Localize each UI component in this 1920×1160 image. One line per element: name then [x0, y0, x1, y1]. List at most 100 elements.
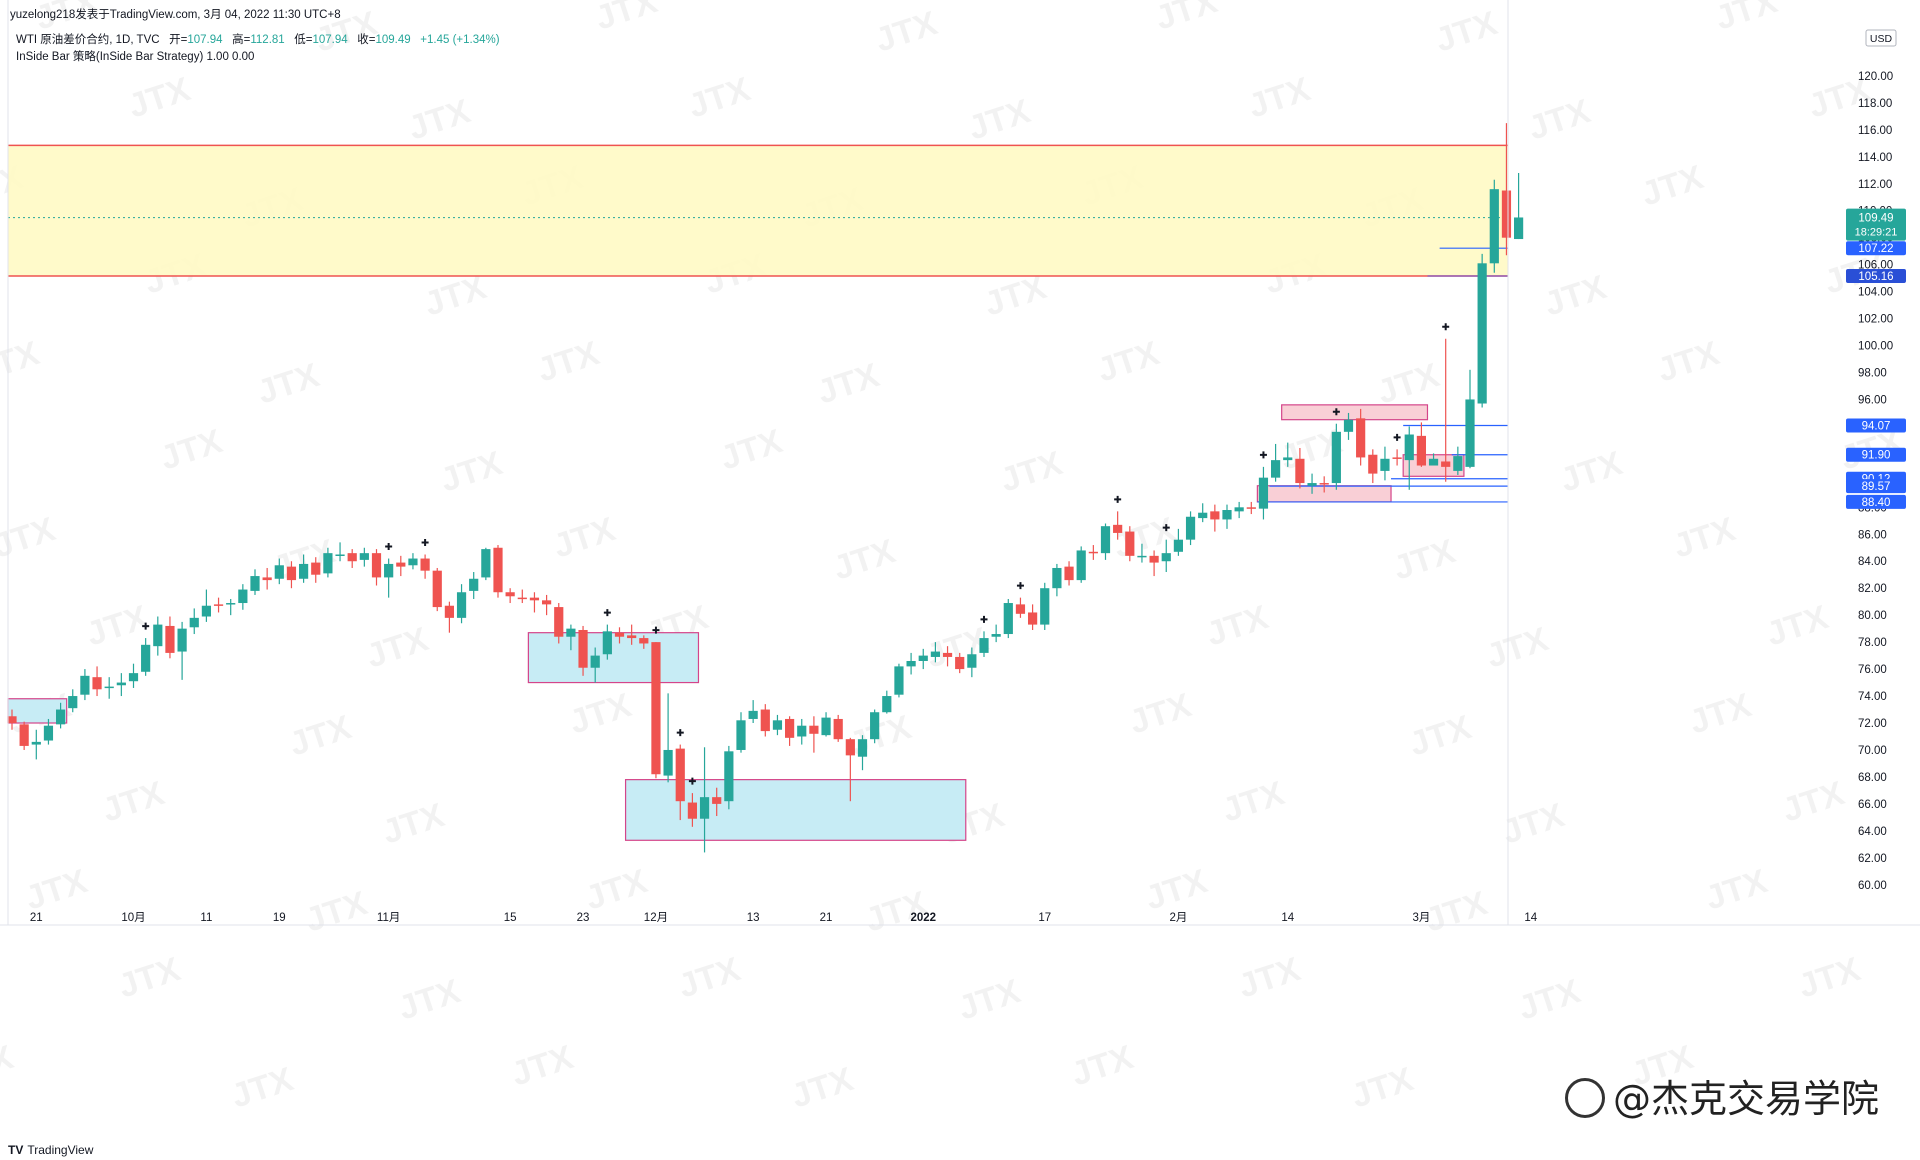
candle-down [19, 724, 29, 746]
watermark-text: JTX [1141, 862, 1212, 918]
watermark-text: JTX [581, 862, 652, 918]
candle-down [444, 605, 454, 618]
watermark-text: JTX [227, 1060, 298, 1116]
candle-up [772, 720, 783, 730]
watermark-text: JTX [1431, 4, 1502, 60]
candle-up [116, 682, 126, 686]
watermark-text: JTX [591, 0, 662, 38]
x-tick-label: 15 [504, 912, 517, 924]
candle-down [1295, 458, 1305, 484]
watermark-text: JTX [253, 356, 324, 412]
candle-up [906, 660, 916, 667]
x-tick-label: 11月 [377, 912, 400, 924]
candle-down [213, 604, 224, 606]
candle-down [1501, 190, 1512, 238]
candle-up [1477, 263, 1487, 404]
candle-down [1088, 551, 1098, 554]
high-value: 112.81 [250, 34, 285, 46]
inside-bar-marker [980, 615, 988, 623]
candle-down [347, 553, 357, 562]
inside-bar-marker [1393, 433, 1401, 441]
candle-down [578, 629, 588, 668]
y-tick-label: 104.00 [1858, 287, 1893, 299]
currency-label: USD [1870, 33, 1893, 45]
candle-up [456, 592, 467, 618]
watermark-text: JTX [21, 862, 92, 918]
candle-up [359, 553, 369, 560]
candle-up [930, 651, 940, 657]
candle-up [1343, 419, 1354, 432]
candle-down [651, 642, 661, 775]
candle-down [92, 677, 102, 690]
blue-inside-bar-zone [527, 632, 700, 684]
candle-down [614, 632, 625, 637]
symbol-label[interactable]: WTI 原油差价合约, 1D, TVC [16, 34, 160, 46]
candle-up [1040, 588, 1050, 625]
watermark-text: JTX [829, 532, 900, 588]
level-price-label-text: 89.57 [1862, 481, 1891, 493]
candle-down [1125, 531, 1135, 556]
candle-down [1356, 418, 1366, 458]
candle-up [1234, 507, 1244, 512]
candle-down [505, 592, 515, 597]
y-tick-label: 102.00 [1858, 314, 1893, 326]
candle-up [1514, 217, 1524, 240]
candle-up [894, 666, 904, 695]
y-tick-label: 70.00 [1858, 745, 1887, 757]
watermark-text: JTX [1711, 0, 1782, 38]
candle-down [7, 716, 17, 724]
candle-up [918, 655, 928, 661]
x-tick-label: 23 [577, 912, 590, 924]
tradingview-footer: TV TradingView [8, 1143, 93, 1157]
candle-down [1064, 566, 1074, 581]
watermark-text: JTX [1637, 158, 1708, 214]
inside-bar-marker [1016, 582, 1024, 590]
inside-bar-marker [603, 609, 611, 617]
watermark-text: JTX [1540, 268, 1611, 324]
candle-up [189, 617, 199, 628]
watermark-text: JTX [1405, 708, 1476, 764]
candle-down [1015, 604, 1026, 614]
candle-down [311, 562, 321, 575]
candle-up [250, 576, 260, 591]
watermark-text: JTX [549, 510, 620, 566]
candle-up [1283, 457, 1293, 461]
y-tick-label: 84.00 [1858, 556, 1887, 568]
inside-bar-marker-layer [142, 323, 1450, 785]
tradingview-brand[interactable]: TradingView [27, 1143, 94, 1157]
candle-down [1441, 461, 1451, 467]
watermark-text: JTX [1762, 598, 1833, 654]
watermark-text: JTX [674, 950, 745, 1006]
candle-up [1404, 434, 1414, 461]
watermark-text: JTX [845, 708, 916, 764]
candle-up [566, 628, 576, 637]
indicator-row[interactable]: InSide Bar 策略(InSide Bar Strategy) 1.00 … [16, 51, 255, 63]
candle-up [153, 624, 163, 647]
x-tick-label: 12月 [644, 912, 668, 924]
pink-inside-bar-zone [1281, 404, 1429, 421]
watermark-text: JTX [1685, 686, 1756, 742]
candle-up [80, 675, 90, 695]
candle-down [627, 635, 637, 639]
candle-up [1161, 553, 1171, 562]
level-price-label-text: 107.22 [1858, 243, 1893, 255]
inside-bar-marker [1442, 323, 1450, 331]
watermark-text: JTX [285, 708, 356, 764]
candle-up [1428, 458, 1439, 466]
candle-down [165, 625, 175, 653]
level-price-label [1846, 447, 1906, 462]
candle-up [201, 605, 211, 617]
candle-down [760, 709, 770, 732]
weibo-logo-icon [1565, 1077, 1605, 1118]
y-tick-label: 60.00 [1858, 880, 1887, 892]
watermark-text: JTX [684, 70, 755, 126]
candle-up [1489, 189, 1499, 264]
candle-up [469, 578, 479, 591]
inside-bar-marker [1162, 524, 1170, 532]
low-label: 低= [294, 34, 313, 46]
watermark-text: JTX [0, 1038, 18, 1094]
y-tick-label: 120.00 [1858, 71, 1893, 83]
y-tick-label: 80.00 [1858, 610, 1887, 622]
watermark-text: JTX [954, 972, 1025, 1028]
